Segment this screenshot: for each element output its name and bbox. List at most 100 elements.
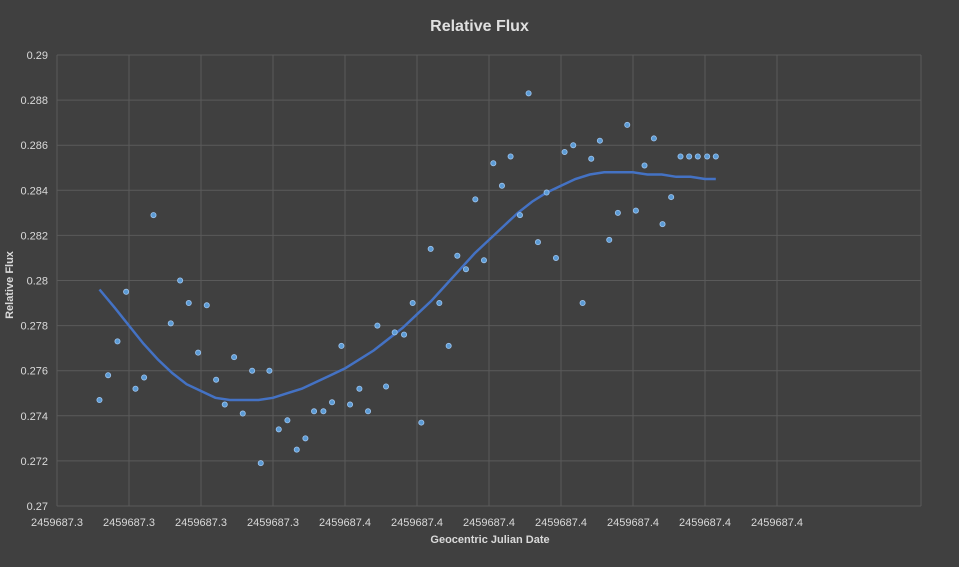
x-tick-label: 2459687.4 [751,517,803,529]
data-point [472,196,479,203]
data-point [641,162,648,169]
x-tick-label: 2459687.3 [175,517,227,529]
data-point [105,372,112,379]
x-axis-title: Geocentric Julian Date [430,534,550,546]
chart-title: Relative Flux [430,18,529,35]
y-tick-label: 0.27 [27,501,48,513]
data-point [659,221,666,228]
data-point [302,435,309,442]
y-tick-label: 0.284 [20,185,48,197]
data-point [213,376,220,383]
data-point [427,245,434,252]
data-point [257,460,264,467]
data-point [365,408,372,415]
y-tick-label: 0.272 [20,456,48,468]
x-tick-label: 2459687.4 [535,517,587,529]
y-tick-label: 0.288 [20,95,48,107]
y-tick-label: 0.29 [27,50,48,62]
y-tick-label: 0.286 [20,140,48,152]
y-axis-title: Relative Flux [4,251,16,319]
data-point [614,209,621,216]
data-point [704,153,711,160]
data-point [668,194,675,201]
x-tick-label: 2459687.3 [247,517,299,529]
data-point [561,148,568,155]
data-point [436,300,443,307]
data-point [445,342,452,349]
data-point [383,383,390,390]
x-tick-label: 2459687.3 [103,517,155,529]
y-tick-label: 0.282 [20,230,48,242]
y-tick-label: 0.274 [20,411,48,423]
data-point [694,153,701,160]
data-point [401,331,408,338]
data-point [266,367,273,374]
x-tick-label: 2459687.4 [319,517,371,529]
tick-labels: 0.27 0.272 0.274 0.276 0.278 0.28 0.282 0.284 0.… [20,50,803,529]
data-point [480,257,487,264]
data-point [534,239,541,246]
data-point [570,142,577,149]
data-point [712,153,719,160]
data-point [249,367,256,374]
data-point [677,153,684,160]
data-point [543,189,550,196]
data-point [498,182,505,189]
data-point [96,397,103,404]
data-point [490,160,497,167]
data-point [329,399,336,406]
data-point [239,410,246,417]
data-point [632,207,639,214]
data-point [132,385,139,392]
data-point [311,408,318,415]
data-point [150,212,157,219]
data-point [185,300,192,307]
data-point [516,212,523,219]
trendline [98,171,716,402]
data-point [195,349,202,356]
y-tick-label: 0.28 [27,276,48,288]
data-point [203,302,210,309]
data-point [624,121,631,128]
data-point [650,135,657,142]
data-point [606,236,613,243]
data-point [579,300,586,307]
data-point [231,354,238,361]
data-point [391,329,398,336]
data-point [177,277,184,284]
y-tick-label: 0.278 [20,321,48,333]
data-point [552,254,559,261]
data-point [114,338,121,345]
data-point [418,419,425,426]
data-point [338,342,345,349]
data-points [96,90,719,467]
x-tick-label: 2459687.4 [679,517,731,529]
data-point [507,153,514,160]
data-point [141,374,148,381]
data-point [588,155,595,162]
x-tick-label: 2459687.4 [391,517,443,529]
gridlines [56,54,922,507]
data-point [374,322,381,329]
data-point [284,417,291,424]
x-tick-label: 2459687.4 [463,517,515,529]
data-point [275,426,282,433]
y-tick-label: 0.276 [20,366,48,378]
x-tick-label: 2459687.4 [607,517,659,529]
data-point [454,252,461,259]
data-point [596,137,603,144]
data-point [409,300,416,307]
data-point [525,90,532,97]
data-point [293,446,300,453]
data-point [462,266,469,273]
data-point [686,153,693,160]
x-tick-label: 2459687.3 [31,517,83,529]
data-point [320,408,327,415]
data-point [356,385,363,392]
data-point [123,288,130,295]
data-point [221,401,228,408]
data-point [347,401,354,408]
data-point [167,320,174,327]
